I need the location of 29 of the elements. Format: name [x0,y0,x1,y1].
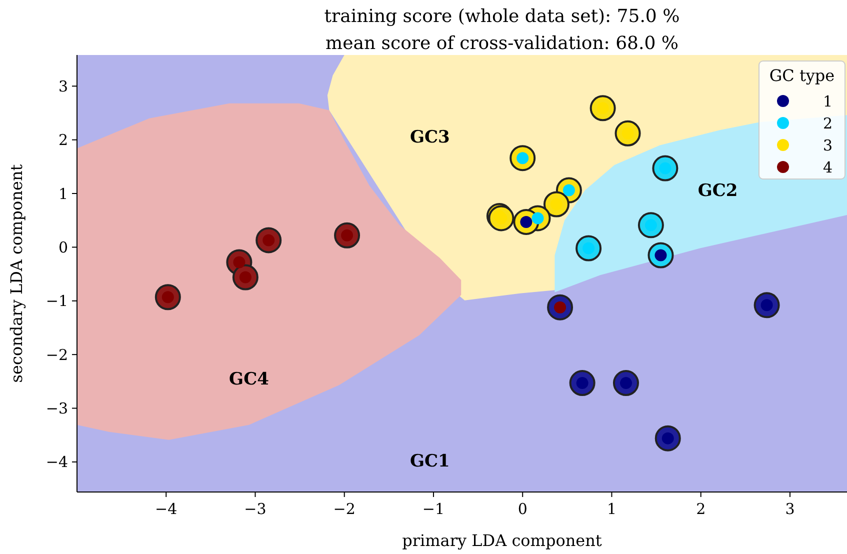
y-tick-label: 3 [58,77,68,96]
annotation: GC3 [410,128,450,148]
y-tick-label: 1 [58,184,68,203]
legend-title: GC type [769,66,835,85]
annotation: GC2 [698,180,738,201]
legend-label: 2 [823,114,833,132]
annotation: GC1 [410,451,450,472]
legend-label: 4 [823,158,833,176]
annotation: GC4 [229,370,270,390]
y-tick-label: 2 [58,131,68,150]
x-tick-label: −2 [333,500,356,518]
x-tick-label: 1 [606,500,616,518]
x-tick-label: 3 [785,500,795,518]
x-tick-label: 0 [518,500,528,518]
x-tick-label: −3 [244,500,266,518]
x-tick-label: −4 [155,500,178,518]
y-tick-label: −3 [46,400,68,418]
y-tick-label: −4 [46,453,68,472]
chart-subtitle: mean score of cross-validation: 68.0 % [326,33,678,54]
legend-label: 1 [823,92,833,110]
y-tick-label: −1 [46,292,68,310]
y-tick-label: 0 [58,238,68,256]
y-tick-label: −2 [46,346,68,364]
chart-title: training score (whole data set): 75.0 % [324,6,680,27]
x-tick-label: −1 [422,500,445,518]
x-tick-label: 2 [696,500,706,518]
x-axis-title: primary LDA component [402,531,602,550]
y-axis-title: secondary LDA component [7,164,26,383]
legend-label: 3 [823,136,833,154]
